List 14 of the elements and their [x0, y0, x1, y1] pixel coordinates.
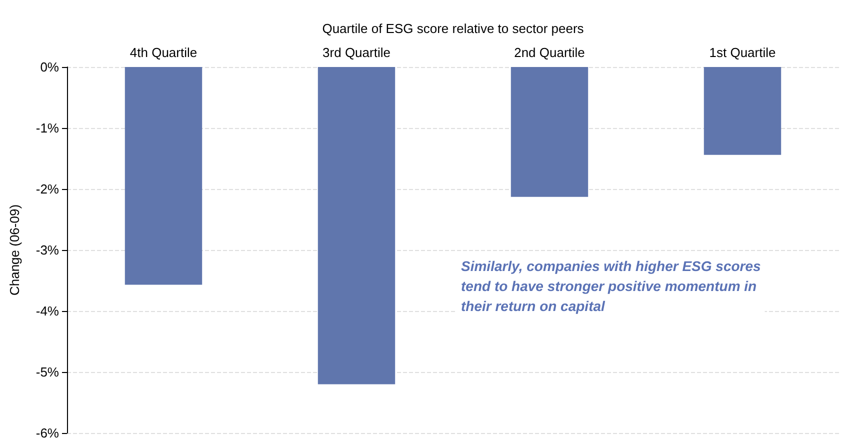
y-axis-title: Change (06-09): [7, 204, 22, 296]
y-tick-label: 0%: [40, 60, 60, 74]
annotation: Similarly, companies with higher ESG scores tend to have stronger positive momentum in their return on capital: [461, 258, 762, 314]
x-tick-label: 1st Quartile: [709, 45, 776, 60]
y-tick-label: -5%: [36, 364, 60, 380]
y-tick-label: -3%: [36, 242, 60, 258]
x-tick-label: 2nd Quartile: [514, 45, 585, 60]
x-tick-label: 3rd Quartile: [322, 45, 390, 60]
y-tick-label: -4%: [36, 304, 60, 318]
y-tick-label: -2%: [36, 182, 60, 196]
y-tick-label: -1%: [36, 120, 60, 136]
x-tick-label: 4th Quartile: [130, 45, 198, 60]
x-axis-title: Quartile of ESG score relative to sector peers: [322, 21, 584, 36]
y-tick-label: -6%: [36, 426, 60, 440]
